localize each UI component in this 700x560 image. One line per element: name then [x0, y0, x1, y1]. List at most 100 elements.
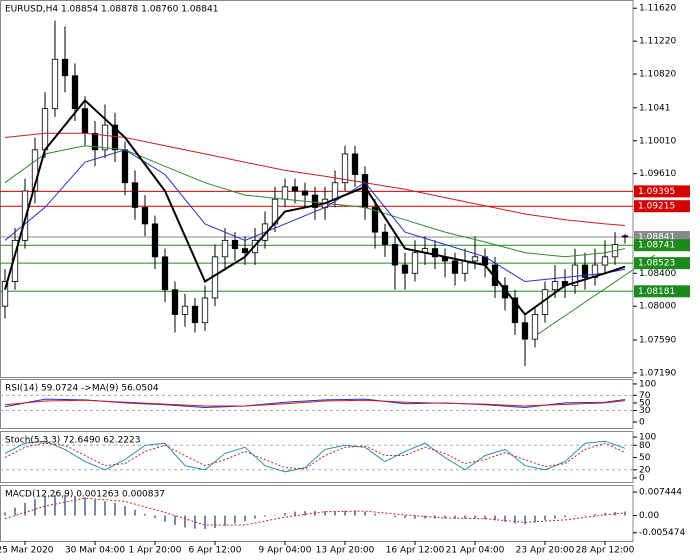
x-tick-label: 25 Mar 2020 — [0, 546, 54, 556]
plot-area — [0, 440, 633, 473]
y-tick-label: 20 — [639, 465, 651, 475]
indicator-line — [4, 399, 626, 407]
candle-body — [241, 248, 249, 254]
y-tick-label: 1.11620 — [639, 4, 676, 14]
x-tick-label: 21 Apr 04:00 — [446, 546, 505, 556]
panel-title: MACD(12,26,9) 0.001263 0.000837 — [5, 490, 165, 500]
y-tick-label: 1.10010 — [639, 136, 676, 146]
price-level-box — [634, 285, 690, 298]
panel-title: RSI(14) 59.0724 ->MA(9) 56.0504 — [5, 384, 159, 394]
price-level-label: 1.08741 — [638, 241, 675, 251]
panel-frame — [0, 0, 634, 378]
candle-body — [351, 153, 359, 175]
candle-body — [471, 256, 479, 262]
candle-body — [171, 289, 179, 315]
indicator-line — [4, 440, 626, 473]
candle-body — [131, 182, 139, 208]
price-level-label: 1.08841 — [638, 232, 675, 242]
candle-body — [111, 124, 119, 151]
plot-area — [0, 394, 633, 412]
candle-body — [411, 252, 419, 274]
candle-body — [221, 239, 229, 258]
y-tick-label: 1.09610 — [639, 169, 676, 179]
candle-body — [61, 58, 69, 77]
candle-body — [151, 223, 159, 258]
panel-title: Stoch(5,3,3) 72.6490 62.2223 — [5, 436, 140, 446]
candle-body — [311, 194, 319, 208]
candle-body — [331, 182, 339, 200]
candle-body — [401, 264, 409, 274]
candle-body — [621, 235, 629, 238]
plot-area — [0, 20, 633, 367]
candle-body — [201, 297, 209, 324]
plot-area — [4, 494, 626, 530]
indicator-line — [4, 132, 626, 226]
x-tick-label: 16 Apr 12:00 — [386, 546, 445, 556]
candle-body — [531, 314, 539, 340]
panel-frame — [0, 431, 634, 483]
candle-body — [31, 149, 39, 192]
indicator-line — [4, 149, 626, 283]
candle-body — [91, 132, 99, 151]
candle-body — [41, 108, 49, 151]
candle-body — [191, 305, 199, 324]
candle-body — [391, 244, 399, 266]
candle-body — [181, 305, 189, 315]
y-tick-label: 1.08000 — [639, 302, 676, 312]
price-level-box — [634, 200, 690, 213]
candle-body — [141, 207, 149, 225]
candle-body — [101, 124, 109, 151]
candle-body — [21, 190, 29, 241]
y-tick-label: 80 — [639, 441, 651, 451]
candle-body — [291, 186, 299, 192]
y-tick-label: 100 — [639, 433, 656, 443]
candle-body — [71, 75, 79, 110]
price-level-label: 1.09395 — [638, 187, 675, 197]
panel-title: EURUSD,H4 1.08854 1.08878 1.08760 1.0884… — [5, 5, 218, 15]
x-tick-label: 30 Mar 04:00 — [65, 546, 125, 556]
candle-body — [161, 256, 169, 291]
candle-body — [431, 248, 439, 258]
y-tick-label: 30 — [639, 406, 651, 416]
y-tick-label: 1.07590 — [639, 335, 676, 345]
x-tick-label: 28 Apr 12:00 — [576, 546, 635, 556]
price-level-label: 1.08523 — [638, 259, 675, 269]
y-tick-label: 70 — [639, 391, 651, 401]
price-level-box — [634, 239, 690, 252]
indicator-line — [4, 98, 626, 316]
candle-body — [381, 231, 389, 245]
candle-body — [341, 153, 349, 184]
y-tick-label: 1.07190 — [639, 368, 676, 378]
candle-body — [301, 190, 309, 196]
x-tick-label: 13 Apr 20:00 — [316, 546, 375, 556]
price-level-label: 1.09215 — [638, 202, 675, 212]
y-tick-label: 0 — [639, 473, 645, 483]
x-tick-label: 6 Apr 12:00 — [189, 546, 242, 556]
x-tick-label: 23 Apr 20:00 — [516, 546, 575, 556]
price-level-label: 1.08181 — [638, 287, 675, 297]
y-tick-label: 0 — [639, 417, 645, 427]
candle-body — [121, 149, 129, 184]
y-tick-label: 50 — [639, 398, 651, 408]
candle-body — [461, 260, 469, 274]
candle-body — [451, 260, 459, 274]
price-level-box — [634, 185, 690, 198]
price-level-box — [634, 257, 690, 270]
candle-body — [551, 281, 559, 291]
y-tick-label: 0.007444 — [639, 488, 682, 498]
y-tick-label: -0.005474 — [639, 528, 685, 538]
y-tick-label: 100 — [639, 379, 656, 389]
y-tick-label: 1.11220 — [639, 37, 676, 47]
candle-body — [521, 322, 529, 340]
candle-body — [571, 264, 579, 287]
y-tick-label: 0.00 — [639, 511, 659, 521]
candle-body — [581, 264, 589, 278]
y-tick-label: 1.08400 — [639, 269, 676, 279]
panel-frame — [0, 379, 634, 429]
x-tick-label: 9 Apr 04:00 — [259, 546, 312, 556]
panel-frame — [0, 485, 634, 542]
y-tick-label: 50 — [639, 453, 651, 463]
indicator-line — [4, 497, 626, 526]
candle-body — [601, 256, 609, 266]
